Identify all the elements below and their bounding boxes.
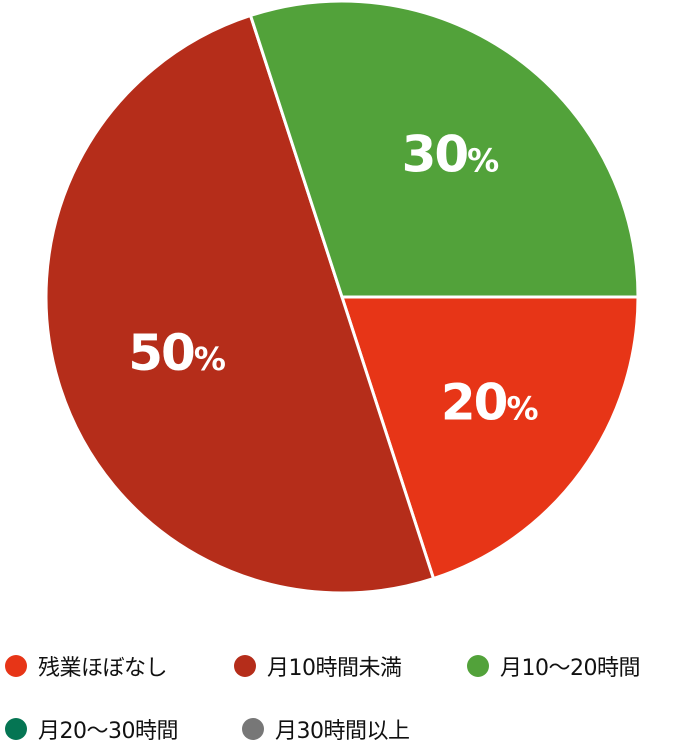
legend-item-no-overtime: 残業ほぼなし xyxy=(5,650,168,682)
pie-slice xyxy=(44,13,436,595)
legend-dot xyxy=(5,718,27,740)
legend-label: 月10時間未満 xyxy=(267,656,402,681)
pie-chart: 20% 50% 30% xyxy=(44,0,640,595)
legend-dot xyxy=(5,655,27,677)
pie-slice xyxy=(339,295,640,581)
legend-label: 月30時間以上 xyxy=(275,719,410,744)
legend-dot xyxy=(242,718,264,740)
legend-label: 残業ほぼなし xyxy=(38,656,168,681)
slice-label: 50% xyxy=(128,324,226,382)
legend-item-10-20h: 月10〜20時間 xyxy=(467,650,641,682)
legend-label: 月20〜30時間 xyxy=(38,719,179,744)
pie-slice xyxy=(248,0,640,299)
legend-label: 月10〜20時間 xyxy=(500,656,641,681)
slice-label: 30% xyxy=(402,125,500,183)
slice-label: 20% xyxy=(441,373,539,431)
legend-dot xyxy=(234,655,256,677)
legend-item-under-10h: 月10時間未満 xyxy=(234,650,402,682)
legend-dot xyxy=(467,655,489,677)
legend-item-over-30h: 月30時間以上 xyxy=(242,713,410,745)
legend-item-20-30h: 月20〜30時間 xyxy=(5,713,179,745)
